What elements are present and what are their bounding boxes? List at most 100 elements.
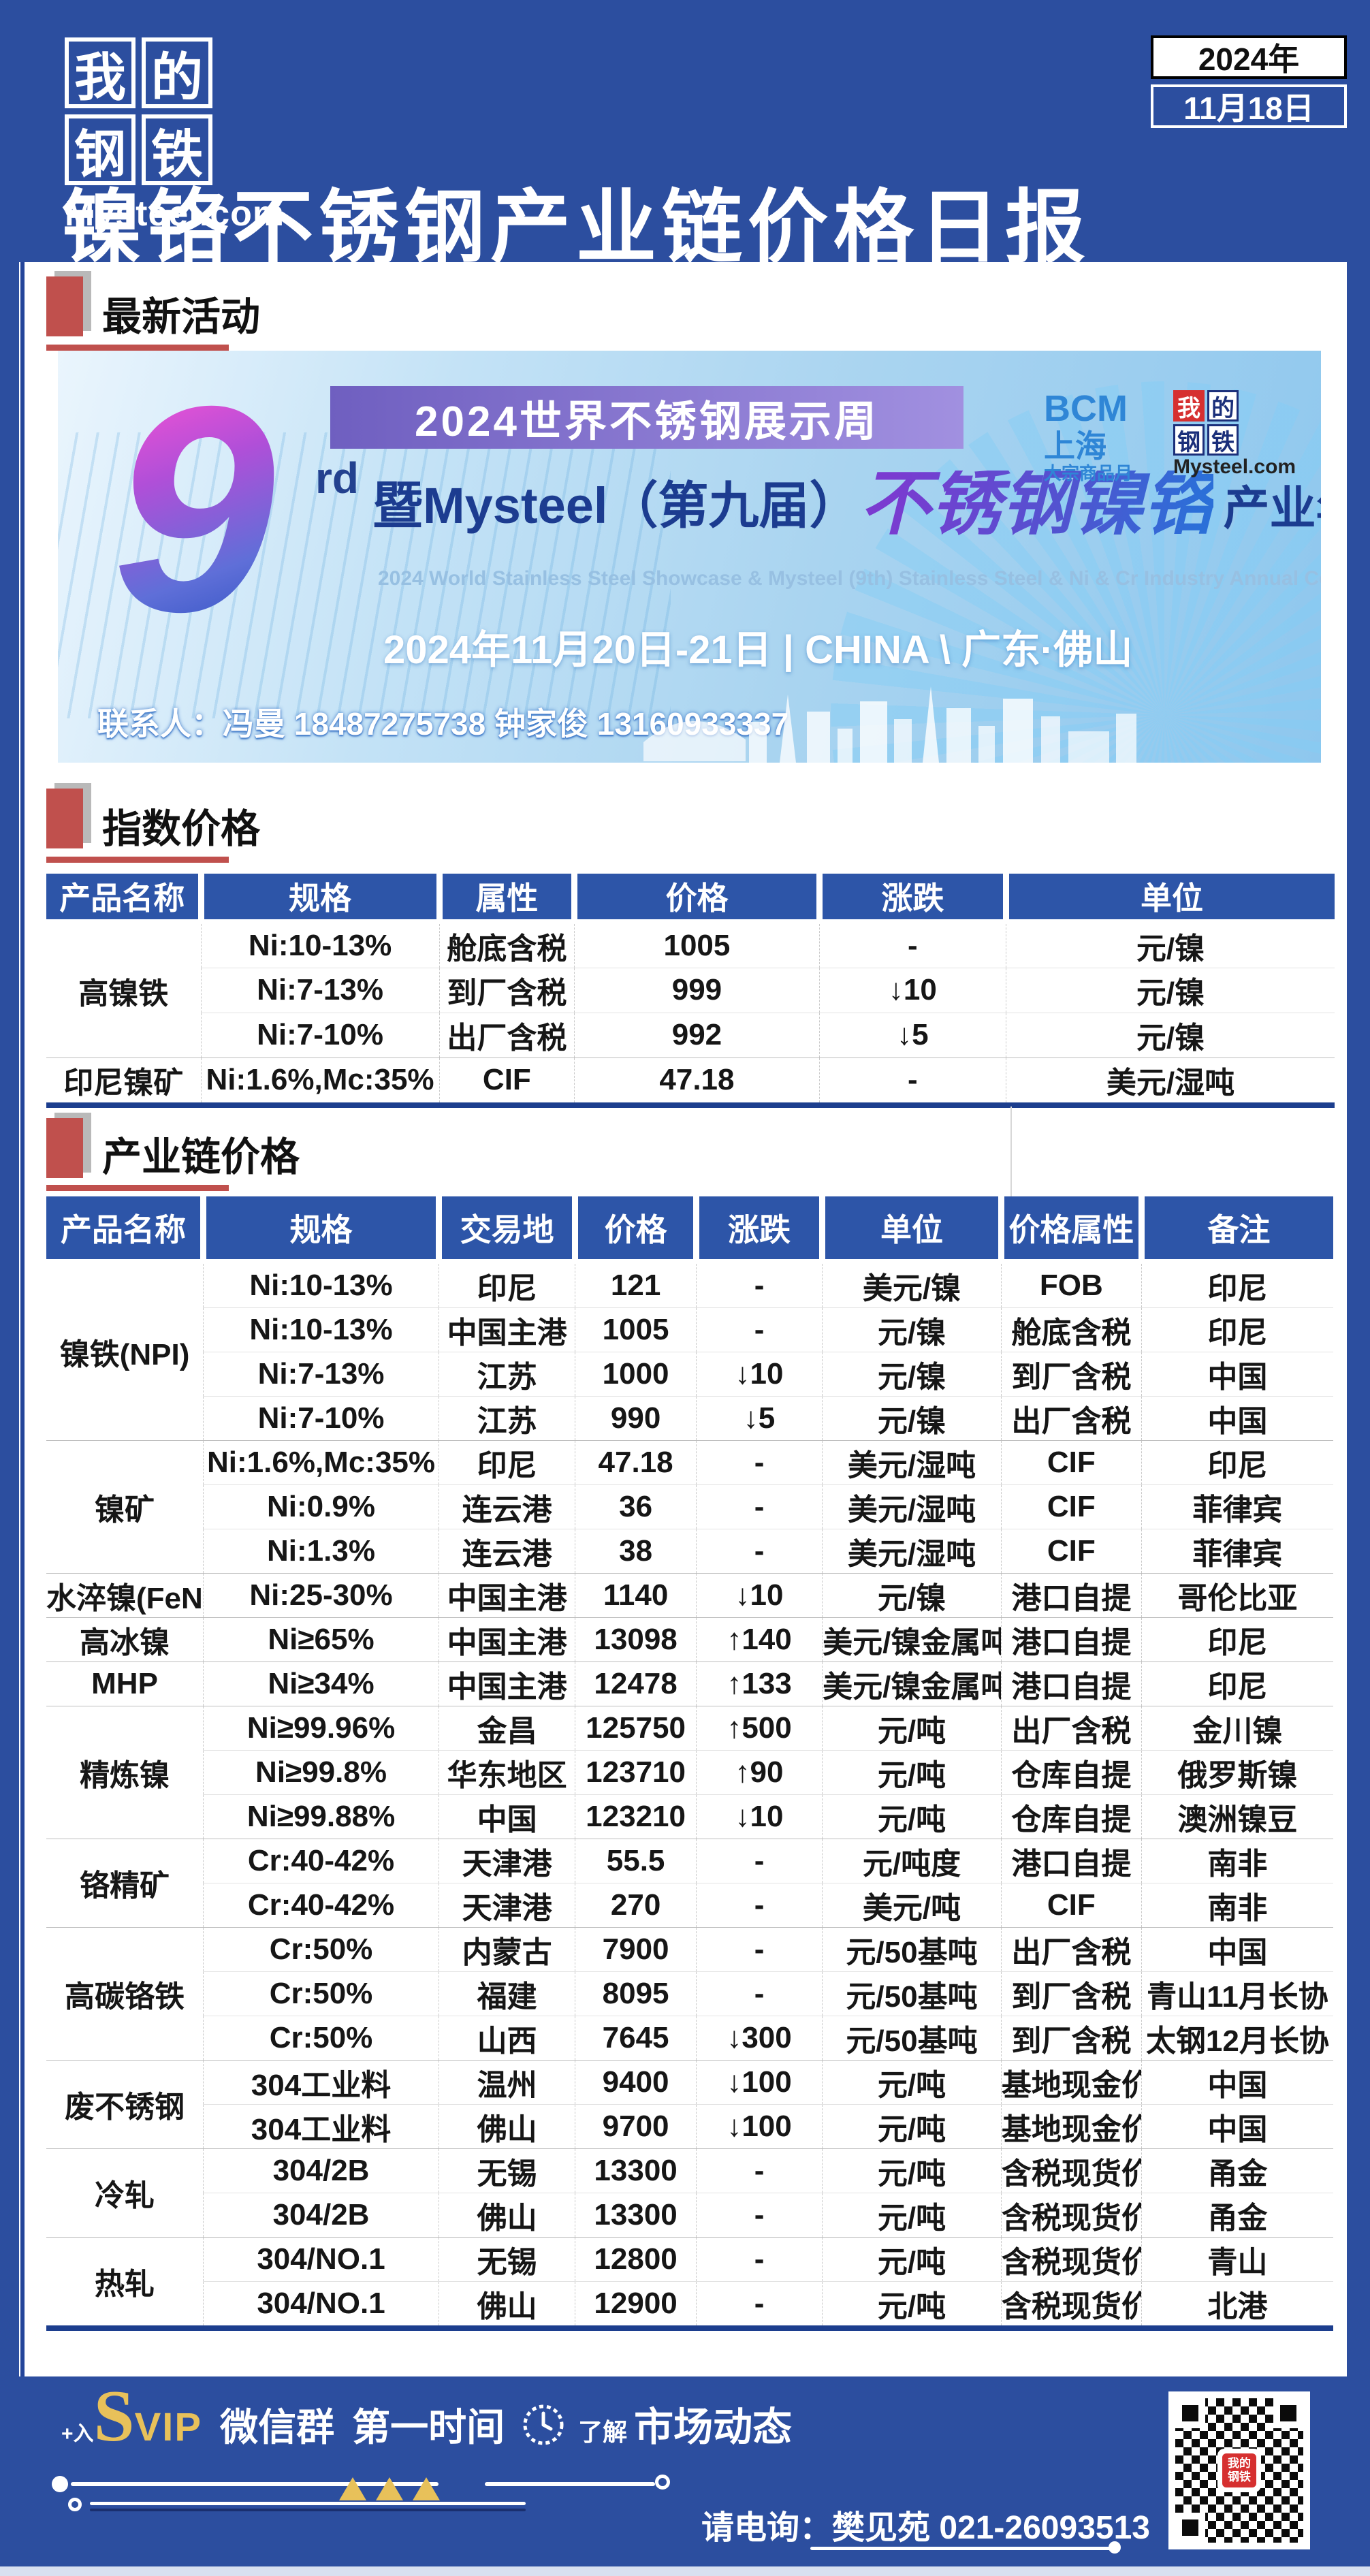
column-header: 规格 (201, 874, 443, 924)
table-cell: Ni≥99.88% (203, 1794, 439, 1839)
table-row: Ni:7-10% 出厂含税 992 ↓5 元/镍 (46, 1012, 1335, 1058)
footer-decor-line (71, 2482, 439, 2486)
table-cell: 到厂含税 (1001, 1351, 1142, 1396)
table-cell: 仓库自提 (1001, 1794, 1142, 1839)
table-cell: 36 (575, 1484, 697, 1529)
table-cell: 元/吨 (822, 1749, 1002, 1794)
table-cell: - (696, 1484, 823, 1529)
table-cell: - (696, 1261, 823, 1307)
table-cell: 中国 (1141, 1395, 1333, 1440)
product-name-cell: 镍矿 (46, 1440, 204, 1573)
table-cell: 华东地区 (439, 1749, 576, 1794)
table-cell: Ni:7-13% (203, 1351, 439, 1396)
table-cell: 999 (574, 967, 820, 1013)
product-name-cell: 印尼镍矿 (46, 1057, 202, 1102)
mini-logo-char: 的 (1207, 390, 1239, 422)
table-cell: Ni≥65% (203, 1617, 439, 1661)
banner-week-title: 2024世界不锈钢展示周 (330, 386, 963, 449)
section-title-latest: 最新活动 (102, 295, 261, 339)
bcm-line: 上海 (1044, 428, 1106, 464)
table-cell: ↓10 (696, 1572, 823, 1617)
table-cell: 基地现金价 (1001, 2103, 1142, 2148)
table-cell: 中国 (1141, 1351, 1333, 1396)
footer-decor-triangle (339, 2477, 366, 2500)
product-name-cell: 废不锈钢 (46, 2059, 204, 2148)
table-cell: 中国主港 (439, 1307, 576, 1352)
table-row: Ni:10-13% 中国主港 1005- 元/镍 舱底含税 印尼 (46, 1307, 1333, 1352)
mysteel-logo: 我 的 钢 铁 Mysteel.com (65, 37, 285, 234)
bcm-line: BCM (1044, 388, 1128, 429)
logo-char: 我 (65, 37, 136, 108)
table-cell: 俄罗斯镍 (1141, 1749, 1333, 1794)
table-cell: 元/吨 (822, 2059, 1002, 2104)
promo-svip-vip: VIP (134, 2405, 203, 2449)
bcm-line: 大宗商品月 (1044, 462, 1133, 483)
table-cell: 元/镍 (1136, 932, 1205, 966)
table-cell: Ni≥99.96% (203, 1705, 439, 1750)
date-year-box: 2024年 (1151, 35, 1347, 79)
index-price-table: 产品名称 规格 属性 价格 涨跌 单位 高镍铁 Ni:10-13% 舱底含税 1005- 元/镍 Ni… (46, 874, 1335, 1102)
product-name-cell: 高镍铁 (46, 921, 202, 1058)
table-row: Ni:0.9% 连云港 36- 美元/湿吨 CIF 菲律宾 (46, 1484, 1333, 1529)
table-cell: 7900 (575, 1926, 697, 1971)
table-cell: - (696, 2192, 823, 2237)
footer-inquiry-underline (810, 2547, 1114, 2550)
table-cell: 美元/湿吨 (1006, 1057, 1335, 1102)
table-cell: 基地现金价 (1001, 2059, 1142, 2104)
table-row: Ni:7-10% 江苏 990 ↓5 元/镍 出厂含税 中国 (46, 1395, 1333, 1440)
table-cell: ↓10 (819, 967, 1007, 1013)
table-cell: 天津港 (439, 1882, 576, 1927)
mysteel-small-logo: 我 的 钢 铁 Mysteel.com (1173, 390, 1296, 479)
table-cell: ↑133 (696, 1661, 823, 1706)
product-name-cell: 热轧 (46, 2236, 204, 2325)
table-cell: 13300 (575, 2148, 697, 2193)
table-cell: 印尼 (1141, 1661, 1333, 1706)
table-cell: FOB (1001, 1261, 1142, 1307)
table-cell: 金川镍 (1141, 1705, 1333, 1750)
column-header: 单位 (822, 1196, 1004, 1264)
logo-char: 的 (142, 37, 212, 108)
section-underline (46, 345, 229, 351)
table-cell: ↓10 (696, 1794, 823, 1839)
table-cell: 304/NO.1 (203, 2236, 439, 2281)
table-row: 冷轧 304/2B 无锡 13300- 元/吨 含税现货价 甬金 (46, 2148, 1333, 2237)
table-cell: 270 (575, 1882, 697, 1927)
footer-decor-line (90, 2502, 526, 2505)
table-row: 高冰镍 Ni≥65% 中国主港 13098 ↑140 美元/镍金属吨 港口自提 印尼 (46, 1617, 1333, 1661)
city-skyline-decor (643, 686, 1136, 763)
product-name-cell: 高碳铬铁 (46, 1926, 204, 2060)
table-row: 精炼镍 Ni≥99.96% 金昌 125750 ↑500 元/吨 出厂含税 金川镍 (46, 1705, 1333, 1839)
table-cell: 元/镍 (822, 1572, 1002, 1617)
table-cell: 舱底含税 (1001, 1307, 1142, 1352)
table-cell: 印尼 (439, 1440, 576, 1484)
table-cell: 13300 (575, 2192, 697, 2237)
table-row: 高镍铁 Ni:10-13% 舱底含税 1005- 元/镍 (46, 921, 1335, 1058)
card-left-accent (20, 262, 25, 2376)
table-cell: ↑90 (696, 1749, 823, 1794)
event-banner[interactable]: 9 rd 2024世界不锈钢展示周 暨Mysteel（第九届） 不锈钢镍铬 产业… (58, 351, 1321, 763)
table-cell: - (696, 2236, 823, 2281)
table-cell: 47.18 (575, 1440, 697, 1484)
table-row: Cr:50% 山西 7645 ↓300 元/50基吨 到厂含税 太钢12月长协 (46, 2015, 1333, 2060)
column-header: 交易地 (439, 1196, 579, 1264)
table-cell: 江苏 (439, 1395, 576, 1440)
product-name-cell: 镍铁(NPI) (46, 1261, 204, 1440)
table-cell: 1005 (575, 1307, 697, 1352)
table-cell: CIF (1001, 1882, 1142, 1927)
table-cell: 12900 (575, 2280, 697, 2325)
table-cell: - (696, 1838, 823, 1883)
table-cell: ↓100 (696, 2103, 823, 2148)
table-cell: 甬金 (1141, 2192, 1333, 2237)
table-cell: 青山 (1141, 2236, 1333, 2281)
table-cell: 出厂含税 (1001, 1705, 1142, 1750)
mini-logo-char: 我 (1173, 390, 1205, 422)
column-header: 产品名称 (46, 874, 204, 924)
table-cell: 美元/镍金属吨 (822, 1617, 1002, 1661)
table-cell: 7645 (575, 2015, 697, 2060)
wechat-qr-code: 我的 钢铁 (1168, 2391, 1310, 2549)
table-cell: 甬金 (1141, 2148, 1333, 2193)
banner-9-logo: 9 (112, 351, 276, 673)
table-cell: 元/50基吨 (822, 2015, 1002, 2060)
column-header: 价格 (574, 874, 823, 924)
chain-price-table-wrap: 产品名称 规格 交易地 价格 涨跌 单位 价格属性 备注 镍铁(NPI) Ni:10-13% 印尼 1… (46, 1196, 1333, 2331)
